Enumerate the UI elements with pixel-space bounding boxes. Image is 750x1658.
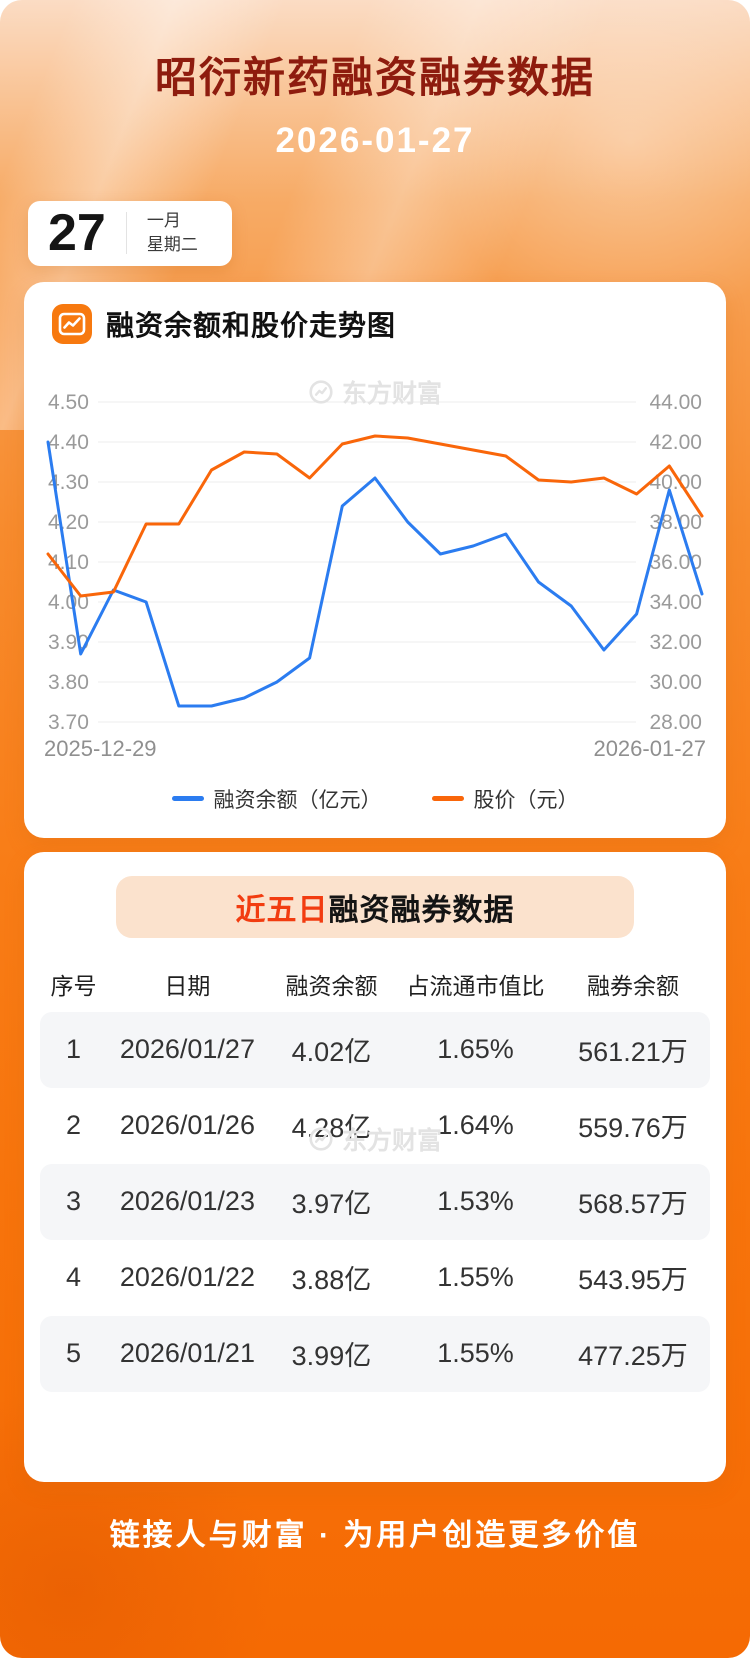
table-header-cell: 占流通市值比 bbox=[406, 972, 545, 999]
table-card: 近五日 融资融券数据 序号 日期 融资余额 占流通市值比 融券余额 1 2026/01/2… bbox=[24, 851, 726, 1482]
page-date: 2026-01-27 bbox=[275, 121, 475, 160]
table-row: 4 2026/01/22 3.88亿 1.55% 543.95万 bbox=[40, 1240, 710, 1316]
table-header-cell: 融券余额 bbox=[586, 972, 679, 999]
series-line-stock-price bbox=[46, 434, 704, 598]
legend-marker bbox=[171, 796, 204, 802]
table-row: 1 2026/01/27 4.02亿 1.65% 561.21万 bbox=[40, 1011, 710, 1088]
table-cell: 1.55% bbox=[437, 1338, 514, 1369]
table-cell: 1.64% bbox=[437, 1110, 514, 1141]
table-cell: 561.21万 bbox=[578, 1037, 688, 1068]
chart-section-title: 融资余额和股价走势图 bbox=[106, 309, 397, 341]
chart-section-header: 融资余额和股价走势图 bbox=[40, 303, 710, 344]
table-cell: 2026/01/23 bbox=[119, 1186, 255, 1217]
table-cell: 3.97亿 bbox=[291, 1189, 372, 1220]
table-body: 1 2026/01/27 4.02亿 1.65% 561.21万 2 2026/01/26 4… bbox=[40, 1011, 710, 1392]
chart-legend: 融资余额（亿元） 股价（元） bbox=[40, 784, 710, 814]
table-cell: 2 bbox=[65, 1110, 82, 1141]
right-axis-tick-label: 44.00 bbox=[649, 391, 702, 414]
margin-data-table: 序号 日期 融资余额 占流通市值比 融券余额 1 2026/01/27 4.02亿 1.65%… bbox=[40, 956, 710, 1392]
table-cell: 568.57万 bbox=[578, 1189, 688, 1220]
calendar-badge: 27 一月 星期二 bbox=[28, 201, 232, 266]
legend-label: 融资余额（亿元） bbox=[213, 788, 382, 812]
table-cell: 2026/01/26 bbox=[119, 1110, 255, 1141]
right-axis-tick-label: 42.00 bbox=[649, 431, 702, 454]
left-axis-tick-label: 4.00 bbox=[48, 591, 89, 614]
table-cell: 1.55% bbox=[437, 1262, 514, 1293]
x-axis-end-label: 2026-01-27 bbox=[593, 735, 706, 761]
left-axis-tick-label: 4.30 bbox=[48, 471, 89, 494]
legend-marker bbox=[431, 796, 464, 802]
table-cell: 4.28亿 bbox=[291, 1113, 372, 1144]
table-cell: 559.76万 bbox=[578, 1113, 688, 1144]
right-axis-tick-label: 34.00 bbox=[649, 591, 702, 614]
table-row: 3 2026/01/23 3.97亿 1.53% 568.57万 bbox=[40, 1163, 710, 1240]
footer-slogan: 链接人与财富 · 为用户创造更多价值 bbox=[109, 1518, 641, 1552]
table-row: 2 2026/01/26 4.28亿 1.64% 559.76万 bbox=[40, 1088, 710, 1164]
legend-item: 股价（元） bbox=[431, 784, 579, 814]
table-cell: 3.99亿 bbox=[291, 1341, 372, 1372]
table-cell: 1 bbox=[65, 1034, 82, 1065]
table-cell: 3 bbox=[65, 1186, 82, 1217]
calendar-divider bbox=[125, 212, 127, 255]
chart-card: 融资余额和股价走势图 东方财富 4.50 44.00 4.40 42.00 4.30 40… bbox=[24, 281, 726, 838]
table-header-cell: 日期 bbox=[164, 972, 211, 999]
calendar-month-weekday: 一月 星期二 bbox=[147, 209, 198, 258]
table-cell: 2026/01/27 bbox=[119, 1034, 255, 1065]
right-axis-tick-label: 30.00 bbox=[649, 671, 702, 694]
calendar-weekday: 星期二 bbox=[146, 235, 198, 255]
table-cell: 2026/01/22 bbox=[119, 1262, 255, 1293]
table-cell: 4 bbox=[65, 1262, 82, 1293]
left-axis-tick-label: 3.70 bbox=[48, 711, 89, 734]
right-axis-tick-label: 32.00 bbox=[649, 631, 702, 654]
table-cell: 1.65% bbox=[437, 1034, 514, 1065]
table-cell: 5 bbox=[65, 1338, 82, 1369]
series-line-financing-balance bbox=[46, 440, 704, 708]
x-axis-start-label: 2025-12-29 bbox=[44, 735, 157, 761]
table-cell: 2026/01/21 bbox=[119, 1338, 255, 1369]
trend-chart: 4.50 44.004.40 42.004.30 40.004.20 38.004.10… bbox=[46, 391, 704, 734]
table-row: 5 2026/01/21 3.99亿 1.55% 477.25万 bbox=[40, 1315, 710, 1392]
table-title-banner: 近五日 融资融券数据 bbox=[116, 875, 634, 938]
line-chart-icon bbox=[52, 303, 92, 344]
table-cell: 1.53% bbox=[437, 1186, 514, 1217]
left-axis-tick-label: 4.50 bbox=[48, 391, 89, 414]
legend-label: 股价（元） bbox=[473, 788, 579, 812]
calendar-day: 27 bbox=[48, 204, 106, 262]
right-axis-tick-label: 28.00 bbox=[649, 711, 702, 734]
table-header-cell: 序号 bbox=[50, 972, 97, 999]
chart-area: 东方财富 4.50 44.00 4.40 42.00 4.30 40.00 4.20 38.0… bbox=[40, 380, 710, 814]
table-cell: 3.88亿 bbox=[291, 1265, 372, 1296]
left-axis-tick-label: 4.20 bbox=[48, 511, 89, 534]
calendar-month: 一月 bbox=[146, 210, 181, 230]
table-header-cell: 融资余额 bbox=[285, 972, 378, 999]
left-axis-tick-label: 4.40 bbox=[48, 431, 89, 454]
table-title-rest: 融资融券数据 bbox=[328, 893, 515, 927]
table-header-row: 序号 日期 融资余额 占流通市值比 融券余额 bbox=[40, 956, 710, 1012]
legend-item: 融资余额（亿元） bbox=[171, 784, 382, 814]
right-axis-tick-label: 40.00 bbox=[649, 471, 702, 494]
table-cell: 477.25万 bbox=[578, 1341, 688, 1372]
table-title-highlight: 近五日 bbox=[235, 893, 329, 927]
left-axis-tick-label: 3.80 bbox=[48, 671, 89, 694]
page-title: 昭衍新药融资融券数据 bbox=[154, 54, 595, 101]
table-cell: 4.02亿 bbox=[291, 1037, 372, 1068]
table-cell: 543.95万 bbox=[578, 1265, 688, 1296]
x-axis-labels: 2025-12-29 2026-01-27 bbox=[40, 736, 710, 762]
